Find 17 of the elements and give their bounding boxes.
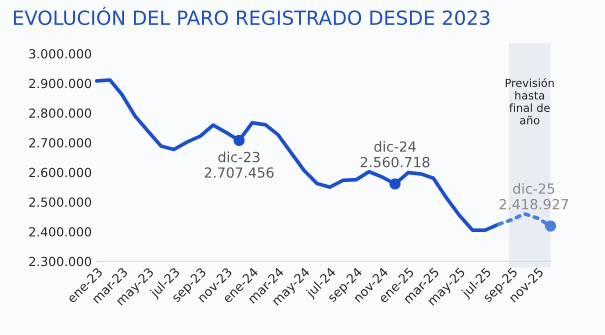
point [389,178,401,190]
y-tick-label: 2.800.000 [29,108,92,118]
point [234,134,245,146]
band-label: Previsión hasta final de año [506,78,554,124]
annotation: dic-24 2.560.718 [360,141,430,168]
y-tick-label: 3.000.000 [29,49,92,59]
annotation: dic-25 2.418.927 [500,183,568,210]
annotation: dic-23 2.707.456 [204,152,274,178]
point [544,220,556,232]
y-tick-label: 2.900.000 [29,78,92,88]
y-tick-label: 2.600.000 [29,168,92,178]
line-series [94,78,500,232]
y-tick-label: 2.400.000 [29,227,92,237]
y-tick-label: 2.700.000 [29,138,92,148]
y-tick-label: 2.500.000 [29,197,92,207]
chart-title: EVOLUCIÓN DEL PARO REGISTRADO DESDE 2023 [14,6,490,26]
y-tick-label: 2.300.000 [29,256,92,266]
